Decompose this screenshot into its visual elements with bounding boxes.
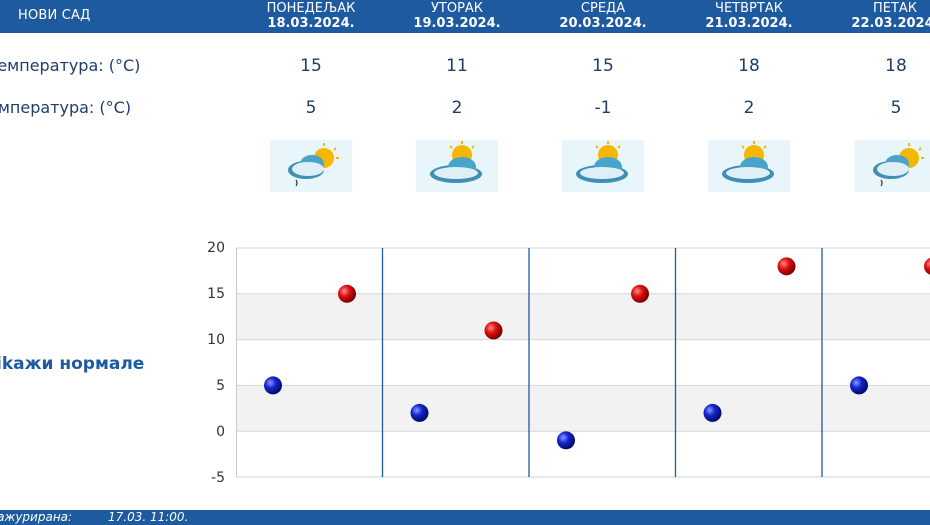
update-label: а ажурирана: bbox=[0, 510, 73, 524]
max-temp-value: 11 bbox=[446, 56, 468, 76]
min-temp-marker bbox=[850, 376, 868, 395]
max-temp-value: 18 bbox=[885, 56, 907, 76]
min-temp-value: 2 bbox=[451, 98, 463, 118]
weather-icon-label: : bbox=[0, 158, 1, 177]
max-temp-value: 18 bbox=[738, 56, 760, 76]
min-temp-marker bbox=[264, 376, 282, 395]
day-name: ПОНЕДЕЉАК bbox=[266, 1, 356, 16]
day-header-3: СРЕДА 20.03.2024. bbox=[528, 1, 678, 31]
partly-cloudy-icon bbox=[708, 140, 790, 192]
day-header-4: ЧЕТВРТАК 21.03.2024. bbox=[674, 1, 824, 31]
max-temp-value: 15 bbox=[592, 56, 614, 76]
min-temp-value: -1 bbox=[594, 98, 612, 118]
min-temp-value: 5 bbox=[305, 98, 317, 118]
grid-band bbox=[236, 385, 930, 432]
y-tick-label: 10 bbox=[207, 332, 225, 348]
partly-cloudy-icon bbox=[416, 140, 498, 192]
day-name: УТОРАК bbox=[430, 1, 484, 16]
day-name: ПЕТАК bbox=[872, 1, 918, 16]
min-temp-marker bbox=[703, 403, 722, 422]
min-temp-marker bbox=[410, 403, 429, 422]
max-temp-value: 15 bbox=[300, 56, 322, 76]
day-date: 21.03.2024. bbox=[705, 16, 793, 31]
day-header-1: ПОНЕДЕЉАК 18.03.2024. bbox=[236, 1, 386, 31]
day-name: ЧЕТВРТАК bbox=[715, 1, 783, 16]
y-tick-label: 5 bbox=[216, 378, 225, 394]
partly-cloudy-drizzle-icon bbox=[855, 140, 930, 192]
day-date: 18.03.2024. bbox=[267, 16, 355, 31]
max-temp-marker bbox=[484, 321, 503, 340]
max-temp-label: температура: (°C) bbox=[0, 56, 141, 75]
y-tick-label: 20 bbox=[207, 240, 225, 256]
max-temp-marker bbox=[924, 257, 930, 275]
partly-cloudy-icon bbox=[562, 140, 644, 192]
max-temp-marker bbox=[777, 257, 796, 276]
city-name: НОВИ САД bbox=[18, 8, 91, 23]
day-header-5: ПЕТАК 22.03.2024. bbox=[820, 1, 930, 31]
update-time: 17.03. 11:00. bbox=[108, 510, 189, 524]
min-temp-value: 5 bbox=[890, 98, 902, 118]
y-tick-label: 15 bbox=[207, 286, 225, 302]
y-tick-label: -5 bbox=[211, 470, 225, 486]
day-date: 22.03.2024. bbox=[851, 16, 930, 31]
day-header-2: УТОРАК 19.03.2024. bbox=[382, 1, 532, 31]
forecast-header: НОВИ САД ПОНЕДЕЉАК 18.03.2024. УТОРАК 19… bbox=[0, 0, 930, 33]
grid-band bbox=[236, 293, 930, 340]
min-temp-label: емпература: (°C) bbox=[0, 98, 132, 117]
day-date: 19.03.2024. bbox=[413, 16, 501, 31]
update-footer: а ажурирана: 17.03. 11:00. bbox=[0, 510, 930, 525]
show-normals-link[interactable]: ikaжи нормале bbox=[0, 354, 145, 374]
y-tick-label: 0 bbox=[216, 424, 225, 440]
day-date: 20.03.2024. bbox=[559, 16, 647, 31]
max-temp-marker bbox=[631, 284, 649, 303]
max-temp-marker bbox=[338, 284, 356, 303]
day-name: СРЕДА bbox=[580, 1, 626, 16]
partly-cloudy-drizzle-icon bbox=[270, 140, 352, 192]
min-temp-marker bbox=[557, 431, 575, 450]
min-temp-value: 2 bbox=[743, 98, 755, 118]
